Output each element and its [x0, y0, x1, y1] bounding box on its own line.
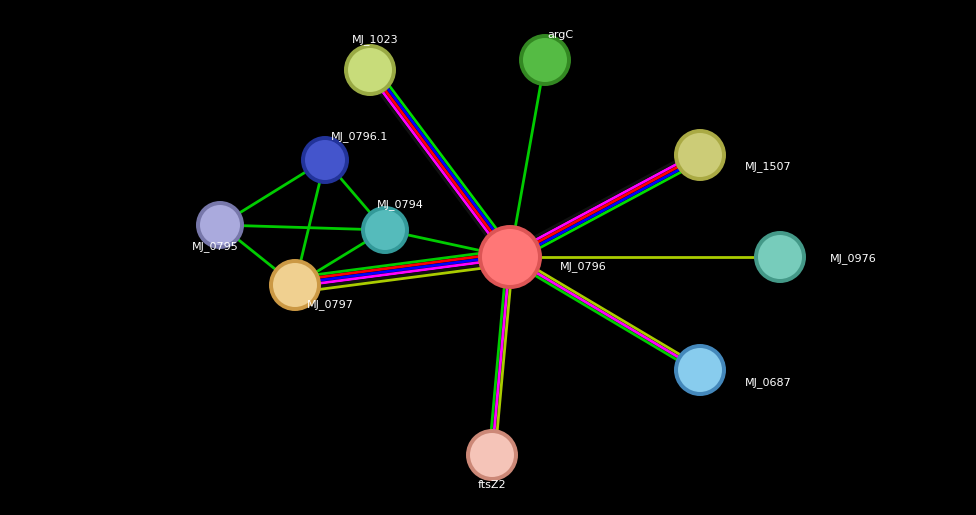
Circle shape — [674, 129, 726, 181]
Circle shape — [301, 136, 349, 184]
Circle shape — [196, 201, 244, 249]
Circle shape — [674, 344, 726, 396]
Text: MJ_0976: MJ_0976 — [830, 253, 876, 265]
Circle shape — [269, 259, 321, 311]
Text: ftsZ2: ftsZ2 — [477, 480, 507, 490]
Circle shape — [200, 205, 240, 245]
Text: MJ_1023: MJ_1023 — [351, 35, 398, 45]
Text: MJ_0796.1: MJ_0796.1 — [331, 131, 388, 143]
Circle shape — [466, 429, 518, 481]
Text: MJ_0797: MJ_0797 — [306, 300, 353, 311]
Text: MJ_0794: MJ_0794 — [377, 199, 424, 211]
Circle shape — [478, 225, 542, 289]
Text: MJ_0687: MJ_0687 — [745, 377, 792, 388]
Circle shape — [361, 206, 409, 254]
Circle shape — [754, 231, 806, 283]
Circle shape — [344, 44, 396, 96]
Circle shape — [678, 133, 722, 177]
Circle shape — [470, 433, 514, 477]
Circle shape — [365, 210, 405, 250]
Circle shape — [482, 229, 538, 285]
Circle shape — [273, 263, 317, 307]
Text: MJ_0795: MJ_0795 — [191, 242, 238, 252]
Circle shape — [348, 48, 392, 92]
Circle shape — [523, 38, 567, 82]
Circle shape — [305, 140, 345, 180]
Circle shape — [758, 235, 802, 279]
Text: MJ_0796: MJ_0796 — [560, 262, 607, 272]
Text: MJ_1507: MJ_1507 — [745, 162, 792, 173]
Text: argC: argC — [547, 30, 573, 40]
Circle shape — [678, 348, 722, 392]
Circle shape — [519, 34, 571, 86]
